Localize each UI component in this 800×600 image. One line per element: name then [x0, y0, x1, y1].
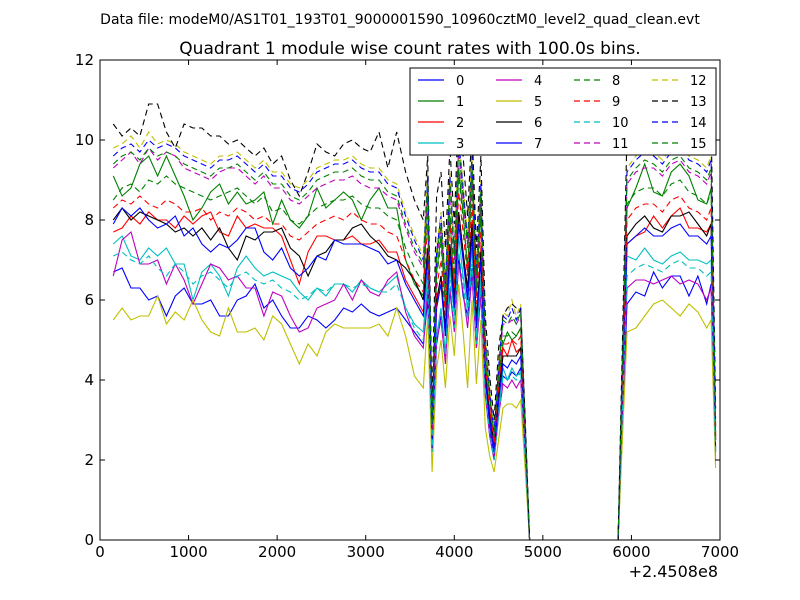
- y-tick-label-4: 4: [84, 371, 94, 389]
- legend-label-6: 6: [534, 116, 542, 131]
- y-tick-label-12: 12: [75, 51, 94, 69]
- legend-label-10: 10: [612, 116, 629, 131]
- legend-label-3: 3: [456, 137, 464, 152]
- x-tick-label-6000: 6000: [612, 543, 650, 561]
- legend-label-15: 15: [690, 137, 707, 152]
- y-tick-label-0: 0: [84, 531, 94, 549]
- x-tick-label-2000: 2000: [258, 543, 296, 561]
- plot-lines: [112, 103, 717, 541]
- x-tick-label-7000: 7000: [701, 543, 739, 561]
- legend-label-12: 12: [690, 74, 707, 89]
- legend-frame: [409, 67, 717, 156]
- legend-label-11: 11: [612, 137, 629, 152]
- legend-label-9: 9: [612, 95, 620, 110]
- x-tick-label-5000: 5000: [524, 543, 562, 561]
- series-line-13: [112, 103, 717, 541]
- legend-label-1: 1: [456, 95, 464, 110]
- x-tick-label-4000: 4000: [435, 543, 473, 561]
- legend-label-0: 0: [456, 74, 464, 89]
- chart-suptitle: Data file: modeM0/AS1T01_193T01_90000015…: [100, 12, 700, 28]
- x-tick-label-3000: 3000: [347, 543, 385, 561]
- x-tick-label-1000: 1000: [169, 543, 207, 561]
- y-tick-label-6: 6: [84, 291, 94, 309]
- legend-label-2: 2: [456, 116, 464, 131]
- legend-label-8: 8: [612, 74, 620, 89]
- series-line-11: [112, 146, 717, 541]
- y-tick-label-2: 2: [84, 451, 94, 469]
- legend-label-5: 5: [534, 95, 542, 110]
- legend-label-13: 13: [690, 95, 707, 110]
- x-tick-label-0: 0: [95, 543, 105, 561]
- legend-label-14: 14: [690, 116, 707, 131]
- chart-title: Quadrant 1 module wise count rates with …: [179, 39, 640, 59]
- y-tick-label-8: 8: [84, 211, 94, 229]
- x-offset-label: +2.4508e8: [629, 562, 718, 581]
- legend-label-7: 7: [534, 137, 542, 152]
- y-tick-label-10: 10: [75, 131, 94, 149]
- legend-label-4: 4: [534, 74, 542, 89]
